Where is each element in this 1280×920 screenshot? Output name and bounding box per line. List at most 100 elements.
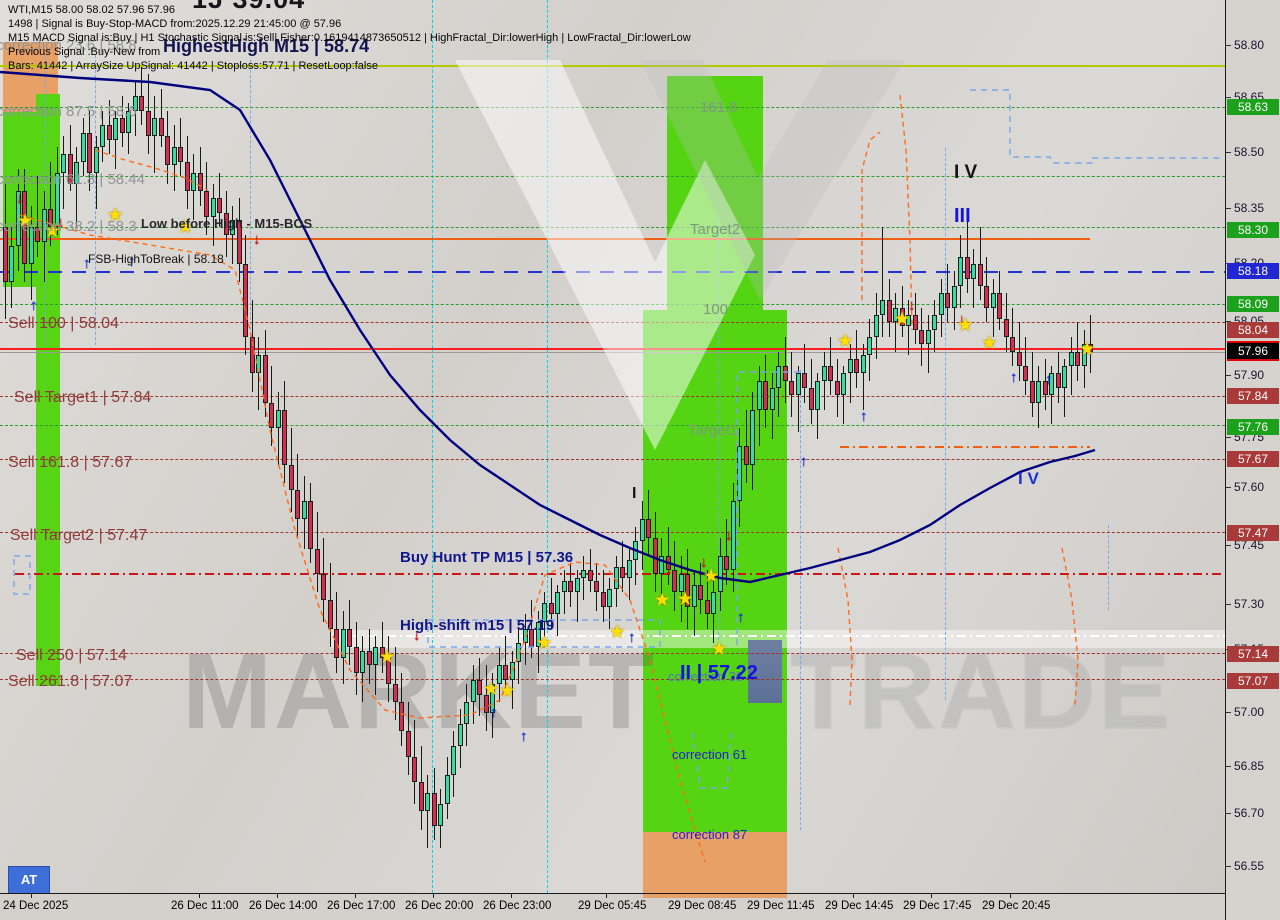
candle — [562, 581, 567, 592]
candle — [601, 592, 606, 607]
candle — [289, 465, 294, 490]
star-icon: ★ — [655, 592, 670, 609]
highest-high-label: HighestHigh M15 | 58.74 — [163, 36, 370, 56]
candle — [321, 574, 326, 600]
chart-label: Sell 161.8 | 57.67 — [8, 454, 133, 471]
candle — [152, 118, 157, 136]
price-tick — [1226, 208, 1231, 209]
chart-label: correction 61 — [672, 747, 748, 762]
sell-arrow-icon: ↓ — [908, 297, 916, 314]
chart-label: correction 87.5 | 58.6 — [0, 103, 137, 120]
chart-area[interactable]: 1J 39.04 HighestHigh M15 | 58.74 WTI,M15… — [0, 0, 1225, 894]
level-bid-line — [0, 352, 1225, 353]
time-tick — [277, 894, 278, 898]
chart-label: Target2 — [690, 221, 741, 238]
candle-wick — [583, 556, 584, 600]
candle — [432, 793, 437, 826]
candle — [776, 366, 781, 388]
candle-wick — [863, 344, 864, 410]
chart-label: Sell 100 | 58.04 — [8, 315, 119, 332]
candle — [315, 549, 320, 574]
candle — [165, 136, 170, 165]
candle — [178, 147, 183, 162]
price-tick — [1226, 813, 1231, 814]
candle — [276, 410, 281, 428]
candle-wick — [427, 775, 428, 848]
chart-label: Sell 250 | 57.14 — [16, 647, 127, 664]
candle — [373, 647, 378, 665]
candle — [406, 731, 411, 757]
candle-wick — [993, 279, 994, 337]
watermark-trade-text: TRADE — [790, 630, 1172, 751]
candle — [945, 293, 950, 308]
chart-label: 100 — [703, 301, 729, 318]
star-icon: ★ — [380, 649, 395, 666]
sell-arrow-icon: ↓ — [665, 561, 673, 578]
vline — [432, 0, 433, 893]
chart-label: correction 23.6 | 58.8 — [0, 37, 137, 54]
candle — [204, 191, 209, 217]
vline — [547, 0, 548, 893]
level-sell-100 — [0, 322, 1225, 323]
path — [861, 131, 881, 300]
candle — [503, 665, 508, 680]
time-tick — [853, 894, 854, 898]
vline — [800, 370, 801, 830]
candle — [692, 585, 697, 607]
time-tick — [31, 894, 32, 898]
watermark-tile — [748, 640, 782, 703]
time-axis[interactable]: 24 Dec 2025 26 Dec 11:00 26 Dec 14:00 26 De… — [0, 893, 1225, 920]
candle — [354, 647, 359, 673]
candle — [607, 589, 612, 607]
level-correction-87.5 — [0, 107, 1225, 108]
candle — [971, 264, 976, 279]
big-timer-text: 1J 39.04 — [192, 0, 305, 15]
time-tick-label: 29 Dec 08:45 — [668, 900, 737, 912]
candle — [1056, 373, 1061, 388]
time-tick — [1010, 894, 1011, 898]
price-tick-label: 56.70 — [1234, 806, 1265, 820]
time-tick-label: 24 Dec 2025 — [3, 900, 69, 912]
chart-label: FSB-HighToBreak | 58.18 — [88, 252, 224, 266]
candle — [3, 227, 8, 282]
chart-label: II | 57.22 — [680, 662, 758, 684]
candle — [360, 651, 365, 673]
price-tick — [1226, 866, 1231, 867]
candle — [555, 592, 560, 614]
path — [13, 555, 31, 595]
candle — [243, 264, 248, 337]
vline — [45, 55, 46, 345]
candle — [217, 198, 222, 213]
candle — [451, 746, 456, 775]
candle — [295, 490, 300, 519]
candle — [477, 680, 482, 695]
candle — [854, 359, 859, 373]
info-comment-block: WTI,M15 58.00 58.02 57.96 57.96 1498 | S… — [8, 3, 691, 73]
price-badge: 57.84 — [1227, 388, 1279, 404]
price-tick — [1226, 545, 1231, 546]
level-sell-target2 — [0, 532, 1225, 533]
level-target2-line — [0, 238, 1090, 240]
star-icon: ★ — [484, 681, 499, 698]
candle-wick — [1071, 337, 1072, 395]
time-tick-label: 29 Dec 05:45 — [578, 900, 647, 912]
time-tick — [931, 894, 932, 898]
candle — [256, 355, 261, 373]
candle — [763, 381, 768, 410]
candle — [991, 293, 996, 308]
price-axis[interactable]: 58.8058.6558.5058.3558.2058.0557.9057.75… — [1225, 0, 1280, 920]
sell-arrow-icon: ↓ — [16, 190, 24, 207]
candle — [425, 793, 430, 811]
candle — [516, 643, 521, 662]
price-tick — [1226, 97, 1231, 98]
star-icon: ★ — [982, 335, 997, 352]
time-tick — [199, 894, 200, 898]
chart-label: Sell Target1 | 57.84 — [14, 389, 152, 406]
candle — [841, 373, 846, 395]
candle — [347, 629, 352, 647]
price-tick-label: 57.90 — [1234, 368, 1265, 382]
candle — [146, 111, 151, 136]
candle — [809, 388, 814, 410]
auto-trade-button[interactable]: AT — [8, 866, 50, 893]
candle — [464, 702, 469, 724]
